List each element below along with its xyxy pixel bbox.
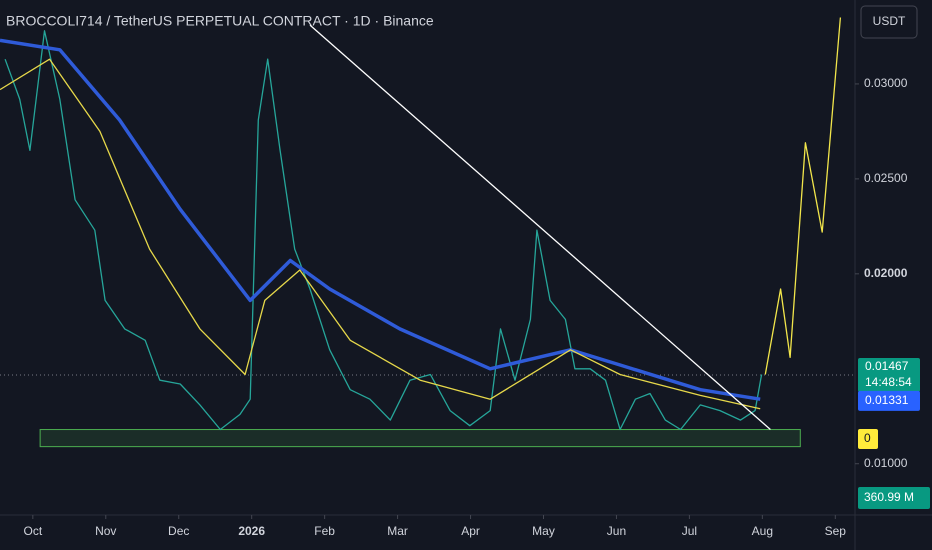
x-tick-label: 2026 [238, 524, 265, 538]
x-tick-label: Dec [168, 524, 189, 538]
x-tick-label: Nov [95, 524, 116, 538]
x-tick-label: Apr [461, 524, 480, 538]
currency-button[interactable] [860, 5, 918, 39]
series-line [0, 38, 761, 401]
y-tick-label: 0.01000 [864, 456, 908, 470]
x-tick-label: Feb [314, 524, 335, 538]
currency-label[interactable]: USDT [873, 14, 906, 28]
chart-title: BROCCOLI714 / TetherUS PERPETUAL CONTRAC… [6, 13, 434, 29]
x-tick-label: Mar [387, 524, 408, 538]
x-tick-label: Aug [752, 524, 773, 538]
indicator-label: 0 [864, 431, 871, 445]
x-tick-label: Jun [607, 524, 626, 538]
series-line [764, 17, 842, 375]
x-tick-label: May [532, 524, 555, 538]
x-tick-label: Oct [23, 524, 42, 538]
y-tick-label: 0.02500 [864, 171, 908, 185]
support-zone [39, 429, 801, 448]
indicator-badge [858, 429, 878, 449]
last-price-badge [858, 358, 920, 393]
countdown-label: 14:48:54 [865, 375, 912, 389]
series-line [0, 58, 761, 410]
volume-label: 360.99 M [864, 490, 914, 504]
y-tick-label: 0.03000 [864, 76, 908, 90]
x-tick-label: Jul [682, 524, 697, 538]
series-line [309, 24, 771, 430]
last-price-label: 0.01467 [865, 359, 909, 373]
y-tick-label: 0.02000 [864, 266, 908, 280]
ma-value-label: 0.01331 [865, 393, 909, 407]
volume-badge [858, 487, 930, 509]
series-line [4, 30, 763, 431]
ma-value-badge [858, 390, 920, 411]
x-tick-label: Sep [825, 524, 847, 538]
